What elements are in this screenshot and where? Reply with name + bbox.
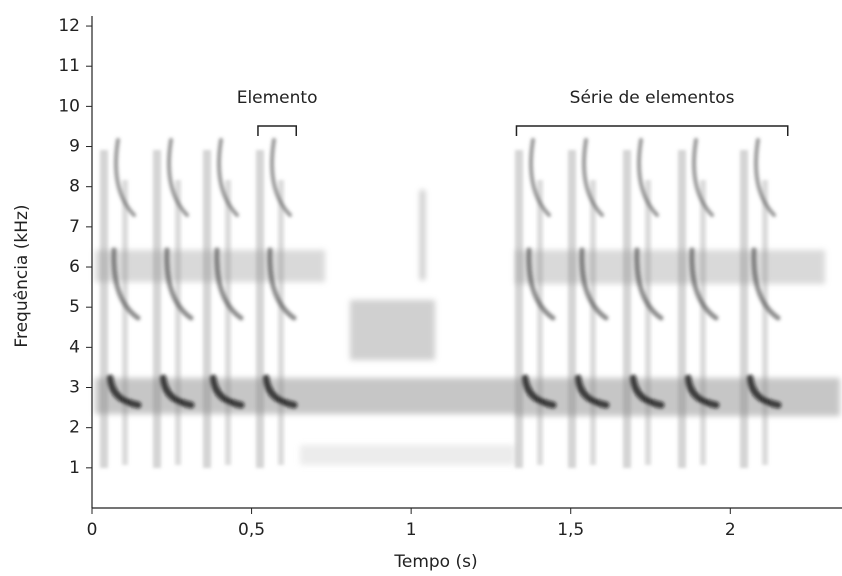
y-tick-label: 12: [58, 16, 80, 36]
y-tick-label: 5: [69, 297, 80, 317]
sweep: [106, 374, 142, 409]
sweep: [217, 138, 239, 217]
streak: [762, 180, 768, 465]
streak: [645, 180, 651, 465]
sweep: [689, 247, 719, 321]
streak: [256, 150, 264, 468]
annotation: Série de elementos: [570, 88, 735, 108]
sweep: [214, 247, 244, 321]
sweep: [746, 374, 782, 409]
sweep: [521, 374, 557, 409]
sweep: [267, 247, 297, 321]
sweep: [637, 138, 659, 217]
spectrogram-image: [95, 138, 840, 468]
sweep: [262, 374, 298, 409]
x-axis-label: Tempo (s): [393, 552, 477, 572]
streak: [700, 180, 706, 465]
streak: [225, 180, 231, 465]
sweep: [579, 247, 609, 321]
x-tick-label: 0,5: [238, 520, 265, 540]
y-tick-label: 2: [69, 418, 80, 438]
sweep: [629, 374, 665, 409]
sweep: [167, 138, 189, 217]
sweep: [684, 374, 720, 409]
sweep: [164, 247, 194, 321]
sweep: [111, 247, 141, 321]
sweep: [751, 247, 781, 321]
y-tick-label: 11: [58, 56, 80, 76]
x-tick-label: 1,5: [557, 520, 584, 540]
x-tick-label: 0: [87, 520, 98, 540]
y-tick-label: 9: [69, 137, 80, 157]
y-tick-label: 10: [58, 96, 80, 116]
bracket: [257, 125, 298, 136]
bracket: [515, 125, 789, 136]
y-tick-label: 4: [69, 337, 80, 357]
x-tick-label: 2: [725, 520, 736, 540]
sweep: [526, 247, 556, 321]
streak: [515, 150, 523, 468]
streak: [623, 150, 631, 468]
sweep: [529, 138, 551, 217]
streak: [590, 180, 596, 465]
y-axis-label: Frequência (kHz): [12, 204, 32, 347]
streak: [740, 150, 748, 468]
streak: [678, 150, 686, 468]
streak: [278, 180, 284, 465]
sweep: [634, 247, 664, 321]
streak: [537, 180, 543, 465]
streak: [568, 150, 576, 468]
streak: [203, 150, 211, 468]
streak: [122, 180, 128, 465]
sweep: [754, 138, 776, 217]
sweep: [574, 374, 610, 409]
streak: [175, 180, 181, 465]
y-tick-label: 8: [69, 177, 80, 197]
sweep: [582, 138, 604, 217]
sweep: [270, 138, 292, 217]
annotation: Elemento: [237, 88, 318, 108]
sweep: [114, 138, 136, 217]
x-tick-label: 1: [406, 520, 417, 540]
y-tick-label: 7: [69, 217, 80, 237]
sweep: [159, 374, 195, 409]
sweep: [692, 138, 714, 217]
y-tick-label: 6: [69, 257, 80, 277]
y-tick-label: 1: [69, 458, 80, 478]
streak: [100, 150, 108, 468]
y-tick-label: 3: [69, 378, 80, 398]
sweep: [209, 374, 245, 409]
streak: [153, 150, 161, 468]
